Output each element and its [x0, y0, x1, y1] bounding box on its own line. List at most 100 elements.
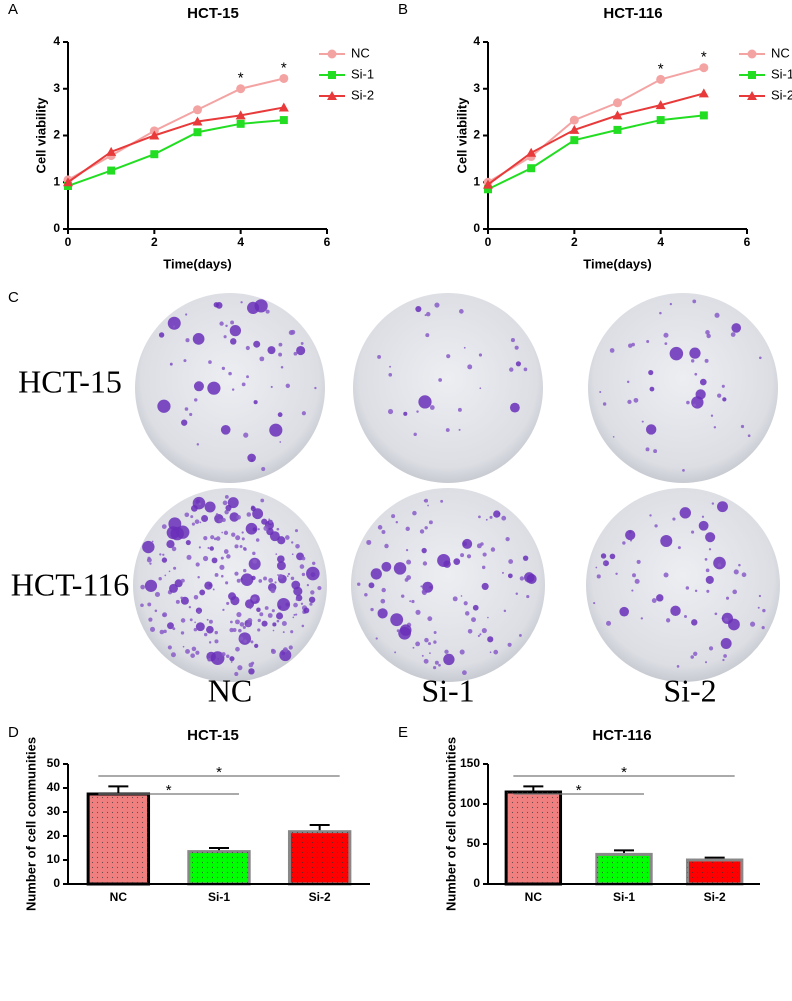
- colony: [740, 424, 745, 429]
- colony: [717, 563, 722, 568]
- colony: [294, 529, 299, 533]
- colony: [424, 637, 429, 643]
- colony: [180, 618, 186, 623]
- colony: [240, 573, 254, 586]
- colony: [225, 581, 229, 585]
- colony: [490, 547, 496, 552]
- y-axis-label: Cell viability: [454, 97, 469, 174]
- x-tick-label: 0: [485, 235, 492, 249]
- colony: [409, 600, 412, 603]
- colony: [507, 573, 513, 579]
- colony: [606, 620, 612, 626]
- colony: [405, 549, 409, 552]
- colony: [433, 631, 437, 634]
- colony: [501, 515, 507, 521]
- significance: *: [701, 49, 707, 66]
- colony: [285, 535, 290, 540]
- y-tick-label: 1: [53, 174, 60, 188]
- colony: [405, 526, 410, 532]
- colony: [705, 568, 710, 573]
- colony: [311, 561, 316, 566]
- point: [698, 88, 709, 98]
- colony: [230, 620, 233, 624]
- colony: [234, 671, 239, 677]
- colony: [626, 380, 630, 384]
- colony: [640, 617, 643, 620]
- colony: [253, 340, 261, 348]
- colony: [395, 520, 399, 524]
- colony: [393, 562, 407, 575]
- column-label: Si-2: [663, 672, 716, 708]
- colony: [291, 553, 294, 556]
- colony: [146, 557, 152, 563]
- colony: [762, 608, 766, 613]
- colony: [168, 570, 171, 573]
- colony: [599, 390, 602, 394]
- colony: [421, 547, 427, 554]
- colony: [420, 585, 423, 588]
- colony: [429, 405, 435, 410]
- colony: [706, 333, 711, 339]
- colony: [242, 625, 246, 629]
- colony: [489, 515, 493, 519]
- colony: [210, 535, 215, 540]
- colony: [213, 302, 219, 308]
- colony: [276, 619, 280, 623]
- colony: [164, 574, 167, 577]
- colony: [238, 628, 242, 633]
- colony: [730, 332, 736, 337]
- colony: [691, 619, 698, 626]
- colony: [429, 652, 431, 655]
- legend-label: Si-1: [351, 66, 374, 81]
- colony: [710, 414, 714, 417]
- colony: [459, 309, 464, 314]
- colony: [182, 645, 185, 648]
- colony: [636, 559, 641, 564]
- colony: [167, 622, 174, 630]
- colony: [672, 517, 676, 521]
- colony: [317, 585, 322, 591]
- colony: [249, 607, 252, 610]
- colony: [424, 526, 428, 530]
- colony: [301, 624, 305, 628]
- panel-label: A: [8, 1, 18, 18]
- colony: [191, 646, 197, 652]
- colony: [368, 582, 375, 589]
- colony: [208, 619, 213, 624]
- row-label: HCT-15: [18, 363, 122, 399]
- colony: [281, 621, 287, 627]
- colony: [229, 627, 234, 633]
- colony: [194, 519, 200, 524]
- colony: [749, 621, 756, 627]
- colony: [243, 547, 247, 551]
- x-tick-label: Si-1: [208, 890, 230, 904]
- colony: [268, 519, 273, 524]
- colony: [168, 583, 178, 593]
- colony: [256, 607, 261, 612]
- colony: [649, 386, 655, 392]
- colony: [251, 661, 255, 665]
- colony: [184, 512, 190, 518]
- colony: [510, 338, 515, 343]
- colony: [377, 608, 388, 619]
- colony: [625, 529, 636, 541]
- point: [613, 125, 622, 134]
- colony: [415, 305, 422, 313]
- colony: [295, 613, 298, 616]
- colony: [239, 636, 244, 641]
- colony: [301, 572, 306, 577]
- colony: [593, 601, 596, 605]
- colony: [523, 367, 528, 372]
- colony: [290, 630, 294, 634]
- colony: [223, 335, 227, 339]
- point: [699, 111, 708, 120]
- x-axis-label: Time(days): [583, 256, 651, 271]
- colony: [380, 598, 386, 604]
- colony: [274, 581, 277, 584]
- chart-title: HCT-116: [603, 5, 662, 22]
- colony: [231, 532, 236, 537]
- colony: [460, 595, 463, 597]
- colony: [663, 332, 669, 338]
- colony: [206, 618, 209, 621]
- colony: [279, 649, 292, 662]
